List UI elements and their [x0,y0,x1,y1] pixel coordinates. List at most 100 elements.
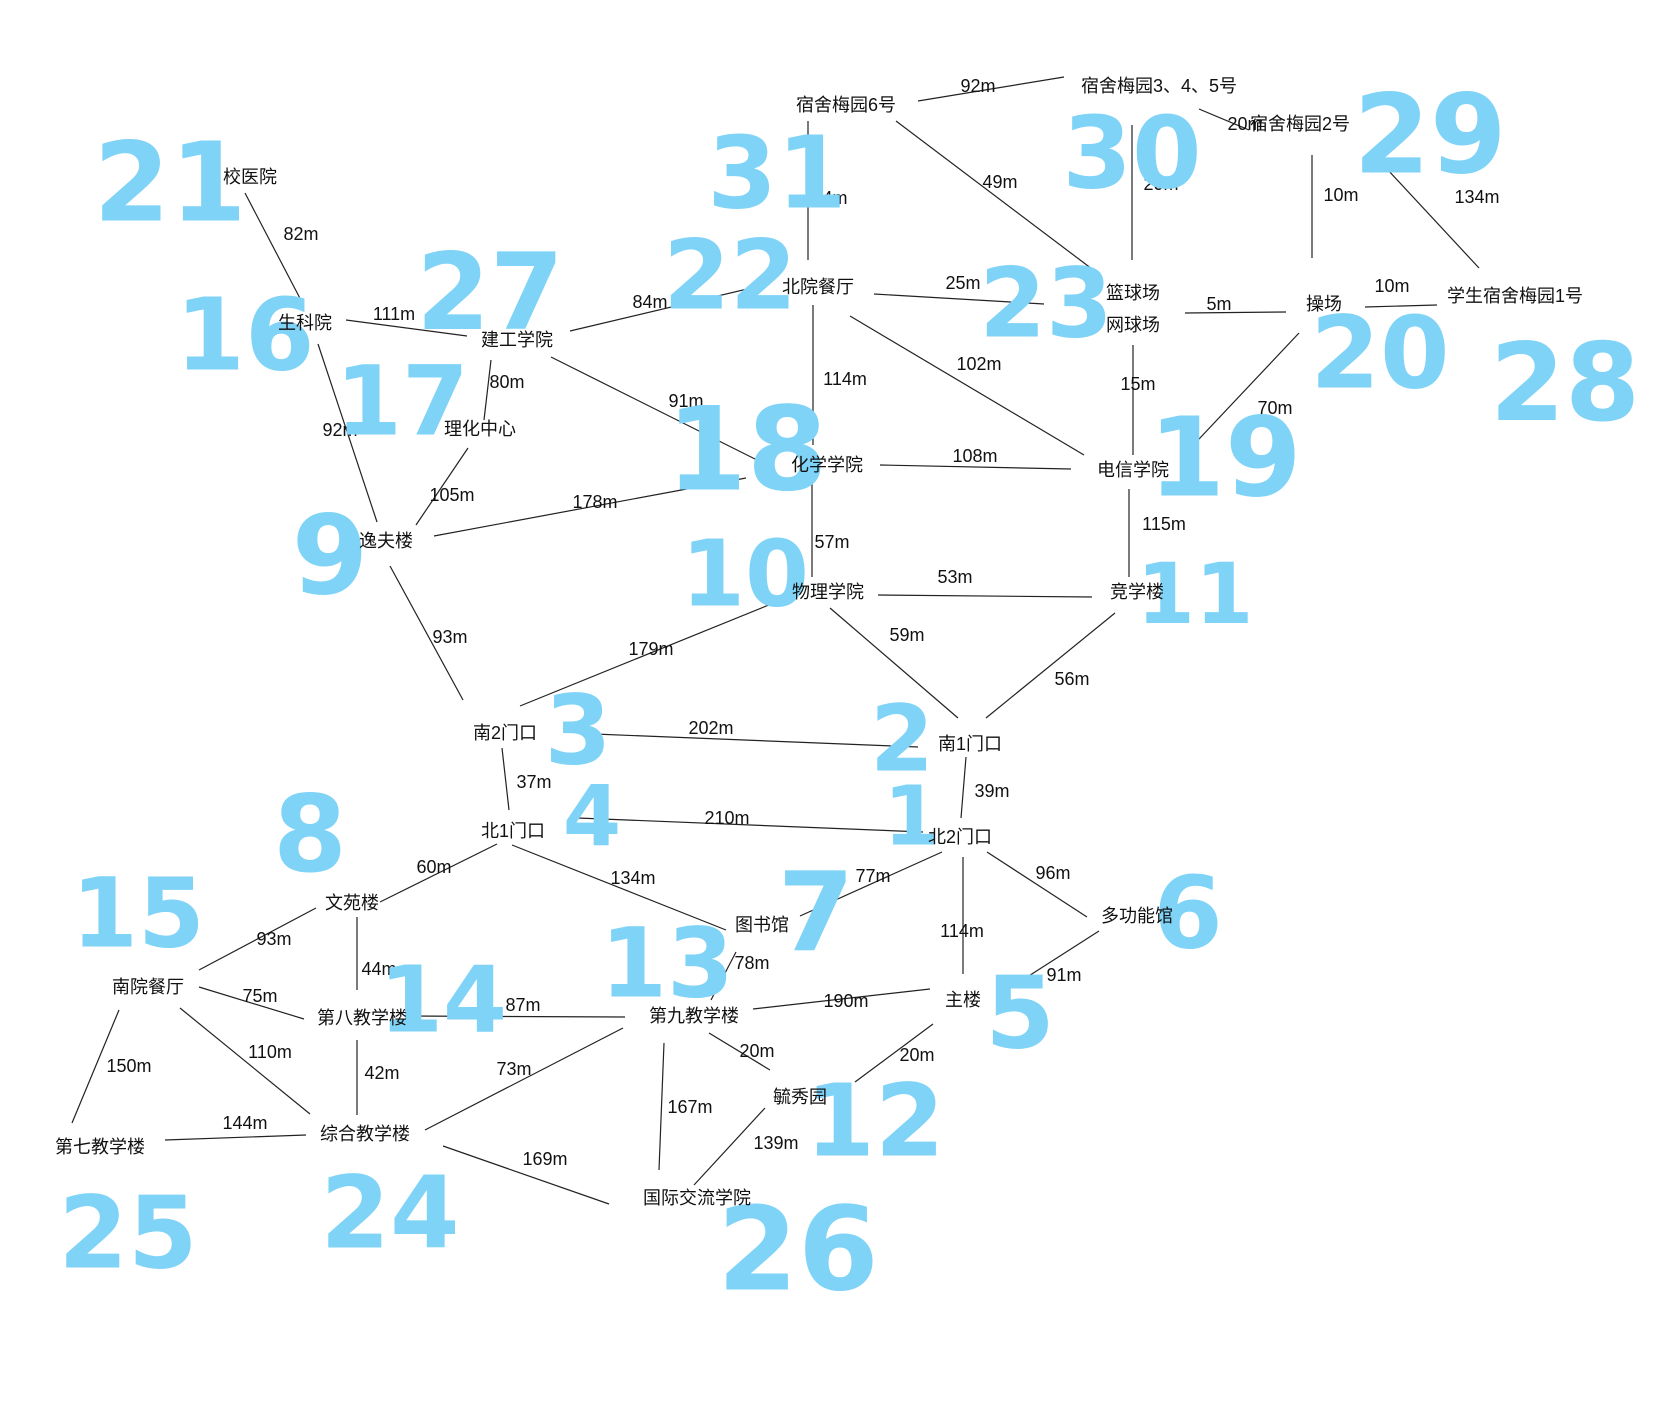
edge-n4-n1 [577,817,924,833]
node-label: 综合教学楼 [320,1124,410,1144]
distance-label: 114m [940,921,984,941]
distance-label: 82m [283,224,318,244]
node-label: 宿舍梅园2号 [1250,114,1350,134]
node-number-marker: 17 [335,345,469,457]
distance-label: 42m [364,1063,399,1083]
edge-n3-n4 [501,747,510,811]
node-label: 南1门口 [938,734,1002,754]
distance-label: 110m [248,1042,292,1062]
distance-label: 84m [632,292,667,312]
node-number-marker: 13 [600,907,734,1019]
edge-n10-n11 [877,594,1093,598]
node-number-marker: 19 [1148,393,1301,521]
distance-label: 178m [572,492,617,512]
distance-label: 91m [668,391,703,411]
edge-n10-n3 [519,597,787,707]
distance-label: 87m [505,995,540,1015]
edge-n20-n28 [1364,304,1438,308]
node-number-marker: 11 [1137,545,1254,643]
distance-label: 111m [373,304,415,324]
distance-label: 70m [1257,398,1292,418]
edge-n22-n19 [849,315,1085,456]
edge-n21-n16 [244,192,305,307]
edge-n6-n5 [1023,930,1100,980]
node-label: 竞学楼 [1110,582,1164,602]
distance-label: 105m [429,485,474,505]
distance-label: 96m [1035,863,1070,883]
distance-label: 202m [688,718,733,738]
distance-label: 115m [1142,514,1186,534]
edge-n15-n25 [71,1009,120,1124]
node-number-marker: 10 [681,520,809,627]
node-number-marker: 23 [979,247,1113,359]
node-label: 宿舍梅园6号 [796,95,896,115]
edge-n13-n26 [658,1042,665,1171]
distance-label: 39m [974,781,1009,801]
node-label: 主楼 [945,990,981,1010]
node-number-marker: 18 [666,383,827,518]
distance-label: 210m [704,808,749,828]
distance-label: 78m [734,953,769,973]
distance-label: 10m [1323,185,1358,205]
node-label: 北1门口 [481,821,545,841]
node-label: 化学学院 [791,455,863,475]
node-label: 北院餐厅 [782,277,854,297]
distance-label: 80m [489,372,524,392]
distance-label: 77m [855,866,890,886]
distance-label: 15m [1120,374,1155,394]
node-label: 篮球场 [1106,283,1160,303]
distance-label: 75m [242,986,277,1006]
edge-n9-n18 [433,477,747,537]
distance-label: 57m [814,532,849,552]
node-number-marker: 24 [320,1154,459,1271]
edge-n30-n29 [1198,108,1250,131]
node-number-marker: 8 [273,773,347,896]
edge-n20-n19 [1182,332,1300,457]
node-number-marker: 7 [778,848,855,976]
node-number-marker: 28 [1490,321,1640,446]
distance-label: 93m [432,627,467,647]
node-label: 第七教学楼 [55,1137,145,1157]
edges-layer [71,76,1480,1205]
edge-n16-n27 [345,319,468,337]
node-number-marker: 31 [707,114,846,231]
edge-n27-n17 [483,359,492,421]
edge-n2-n1 [960,756,967,819]
distance-label: 44m [361,959,396,979]
node-label: 第八教学楼 [317,1008,407,1028]
node-number-marker: 14 [379,946,507,1053]
distance-label: 92m [960,76,995,96]
edge-n15-n24 [179,1007,311,1115]
distance-label: 134m [1454,187,1499,207]
edge-n31-n30 [917,76,1065,102]
node-label: 电信学院 [1097,460,1169,480]
edge-n27-n22 [569,284,765,332]
distance-label: 53m [937,567,972,587]
node-number-marker: 21 [93,118,246,246]
distance-label: 190m [823,991,868,1011]
node-label: 校医院 [223,167,277,187]
node-label: 多功能馆 [1101,906,1173,926]
edge-n7-n13 [710,951,737,1001]
edge-n5-n12 [854,1023,934,1083]
node-label: 生科院 [278,313,332,333]
distance-label: 59m [889,625,924,645]
distance-label: 56m [1054,669,1089,689]
edge-n4-n8 [379,843,498,903]
distance-label: 134m [610,868,655,888]
distance-label: 114m [823,369,867,389]
edge-n11-n2 [985,612,1116,719]
node-number-marker: 3 [545,674,612,786]
edge-n15-n14 [198,986,305,1020]
node-label: 理化中心 [444,419,516,439]
distance-label: 167m [667,1097,712,1117]
distance-label: 93m [256,929,291,949]
edge-n31-n23a [895,120,1097,273]
node-number-marker: 30 [1062,94,1201,211]
edge-n27-n18 [550,356,758,461]
edge-n13-n12 [708,1032,771,1071]
distance-label: 20m [1227,114,1262,134]
distance-label: 73m [496,1059,531,1079]
